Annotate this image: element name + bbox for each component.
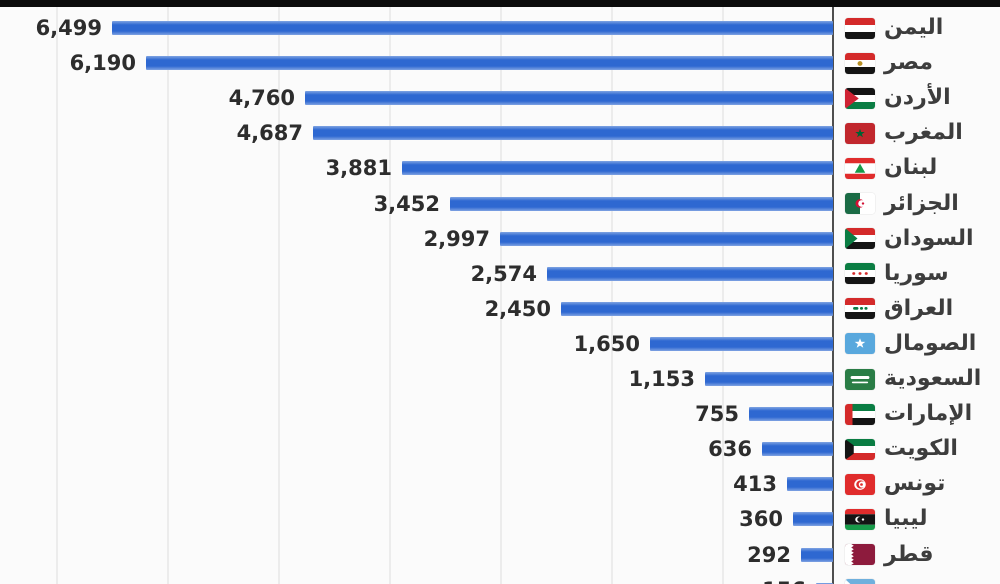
partial-flag-icon	[845, 579, 875, 584]
bar[interactable]	[313, 126, 833, 141]
value-label: 413	[733, 472, 777, 497]
value-label: 3,452	[373, 191, 440, 216]
saudi-arabia-flag-icon	[845, 368, 875, 390]
bar[interactable]	[749, 407, 833, 422]
country-label: الكويت	[884, 436, 958, 462]
country-label: لبنان	[884, 155, 938, 181]
bar[interactable]	[801, 547, 833, 562]
value-label: 360	[739, 507, 783, 532]
value-label: 2,450	[484, 296, 551, 321]
jordan-flag-icon	[845, 87, 875, 109]
somalia-flag-icon	[845, 333, 875, 355]
yemen-flag-icon	[845, 17, 875, 39]
country-label: السودان	[884, 225, 974, 251]
kuwait-flag-icon	[845, 438, 875, 460]
gridline	[56, 7, 58, 584]
bar[interactable]	[793, 512, 833, 527]
letterbox-bar	[0, 0, 1000, 7]
iraq-flag-icon	[845, 298, 875, 320]
gridline	[278, 7, 280, 584]
country-label: سوريا	[884, 260, 949, 286]
bar[interactable]	[561, 301, 833, 316]
bar[interactable]	[305, 91, 833, 106]
country-label: الإمارات	[884, 401, 973, 427]
country-label: ليبيا	[884, 506, 928, 532]
country-label: الصومال	[884, 330, 977, 356]
country-label: قطر	[884, 541, 934, 567]
y-axis-line	[832, 7, 834, 584]
country-label: مصر	[884, 50, 933, 76]
algeria-flag-icon	[845, 193, 875, 214]
egypt-flag-icon	[845, 52, 875, 74]
value-label: 1,650	[573, 331, 640, 356]
value-label: 6,499	[35, 16, 102, 40]
lebanon-flag-icon	[845, 157, 875, 179]
value-label: 1,153	[628, 367, 695, 391]
country-label: السعودية	[884, 366, 982, 391]
morocco-flag-icon	[845, 122, 875, 144]
bar[interactable]	[705, 372, 833, 386]
bar[interactable]	[450, 196, 833, 211]
value-label: 636	[708, 437, 752, 462]
gridline	[389, 7, 391, 584]
bar[interactable]	[112, 21, 833, 35]
gridline	[167, 7, 169, 584]
value-label: 2,574	[470, 261, 537, 286]
gridline	[722, 7, 724, 584]
value-label: 755	[695, 402, 739, 427]
bar[interactable]	[762, 442, 833, 457]
country-label: اليمن	[884, 15, 944, 40]
value-label: 4,760	[228, 86, 295, 111]
country-label: العراق	[884, 295, 954, 321]
value-label: 4,687	[236, 121, 303, 146]
country-label: تونس	[884, 471, 946, 497]
bar[interactable]	[402, 161, 833, 176]
value-label: 292	[747, 542, 791, 567]
libya-flag-icon	[845, 508, 875, 530]
bar[interactable]	[816, 582, 833, 584]
value-label: 3,881	[325, 156, 392, 181]
uae-flag-icon	[845, 403, 875, 425]
value-label: 6,190	[69, 51, 136, 76]
bar[interactable]	[146, 56, 833, 71]
bar[interactable]	[650, 336, 833, 351]
qatar-flag-icon	[845, 544, 875, 565]
country-label: المغرب	[884, 120, 963, 146]
bar[interactable]	[500, 231, 833, 246]
tunisia-flag-icon	[845, 473, 875, 495]
country-label: الأردن	[884, 85, 951, 111]
value-label: 2,997	[423, 226, 490, 251]
value-label: 156	[762, 577, 806, 584]
sudan-flag-icon	[845, 228, 875, 250]
gridline	[500, 7, 502, 584]
bar[interactable]	[547, 266, 833, 281]
bar[interactable]	[787, 477, 833, 492]
gridline	[611, 7, 613, 584]
syria-flag-icon	[845, 263, 875, 285]
country-label: الجزائر	[884, 190, 959, 216]
